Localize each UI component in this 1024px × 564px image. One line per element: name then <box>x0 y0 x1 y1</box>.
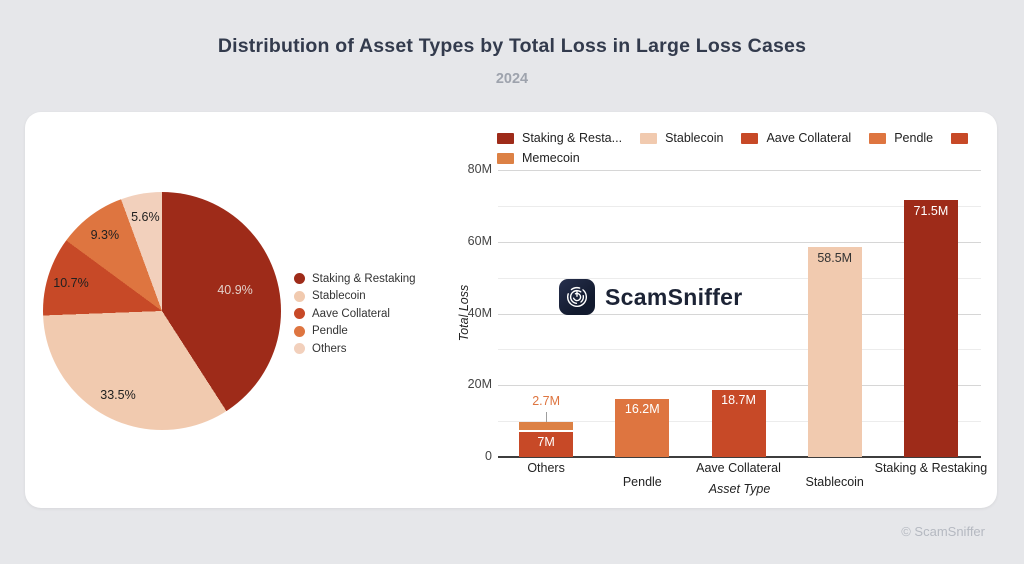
bar-legend-label: Staking & Resta... <box>522 131 623 145</box>
pie-legend-label: Others <box>312 342 347 355</box>
y-tick-label: 40M <box>467 305 492 320</box>
legend-color-swatch <box>497 132 514 144</box>
pie-legend-label: Pendle <box>312 325 348 338</box>
legend-color-swatch <box>741 132 759 144</box>
bar-legend-item: Pendle <box>869 131 933 145</box>
bar-legend-item: Stablecoin <box>640 131 723 145</box>
x-axis-title: Asset Type <box>708 482 771 496</box>
bar-legend-item: Staking & Resta... <box>497 131 622 145</box>
pie-slice-label: 40.9% <box>217 282 253 297</box>
pie-slice-label: 5.6% <box>131 210 160 225</box>
gridline <box>498 349 981 351</box>
page-title: Distribution of Asset Types by Total Los… <box>217 35 807 57</box>
legend-color-dot <box>294 273 305 285</box>
page-subtitle: 2024 <box>495 71 529 87</box>
bar-segment <box>903 200 958 457</box>
legend-color-swatch <box>951 132 969 144</box>
x-axis-line <box>498 456 981 458</box>
bar-segment <box>807 247 862 457</box>
x-tick-label: Stablecoin <box>805 475 864 489</box>
pie-chart <box>43 192 281 430</box>
gridline <box>498 277 981 279</box>
chart-card: Staking & Restaking Stablecoin Aave Collat… <box>25 112 997 508</box>
y-tick-label: 80M <box>467 162 492 176</box>
pie-slice-label: 9.3% <box>90 227 120 242</box>
bar-legend: Staking & Resta... Stablecoin Aave Collate… <box>497 131 997 165</box>
bar-legend-item: Aave Collateral <box>741 131 851 145</box>
pie-legend-item: Pendle <box>294 323 416 341</box>
pie-legend-label: Aave Collateral <box>312 307 390 320</box>
legend-color-dot <box>294 290 305 302</box>
gridline <box>498 241 981 243</box>
scamsniffer-radar-icon <box>559 279 595 315</box>
pie-legend-label: Stablecoin <box>312 290 366 303</box>
pie-legend-item: Others <box>294 340 416 358</box>
bar-value-label: 71.5M <box>913 203 949 218</box>
bar-segment <box>711 389 766 457</box>
pie-legend: Staking & Restaking Stablecoin Aave Collat… <box>294 270 416 358</box>
watermark: © ScamSniffer <box>901 524 985 539</box>
bar-value-label: 58.5M <box>817 250 853 265</box>
y-axis-title: Total Loss <box>457 284 471 342</box>
bar-legend-label: Aave Collateral <box>766 131 852 145</box>
gridline <box>498 205 981 207</box>
legend-color-swatch <box>497 152 514 164</box>
gridline <box>498 313 981 315</box>
bar-legend-label: Stablecoin <box>665 131 724 145</box>
pie-slice-label: 10.7% <box>53 276 89 290</box>
x-tick-label: Staking & Restaking <box>874 461 988 475</box>
bar-segment <box>615 398 670 457</box>
pie-legend-item: Staking & Restaking <box>294 270 416 288</box>
pie-legend-item: Aave Collateral <box>294 305 416 323</box>
legend-color-dot <box>294 343 305 355</box>
pie-slice-label: 33.5% <box>100 388 136 403</box>
bar-legend-item: Memecoin <box>497 151 580 165</box>
gridline <box>498 385 981 387</box>
label-leader-line <box>545 412 547 423</box>
bar-value-label: 7M <box>537 435 555 450</box>
x-tick-label: Others <box>527 461 565 475</box>
legend-color-swatch <box>869 132 887 144</box>
pie-legend-item: Stablecoin <box>294 288 416 306</box>
x-tick-label: Aave Collateral <box>696 461 781 475</box>
y-tick-label: 0 <box>485 449 492 463</box>
legend-color-dot <box>294 308 305 320</box>
bar-value-label: 16.2M <box>624 402 660 417</box>
bar-legend-label: Pendle <box>894 131 934 145</box>
legend-color-dot <box>294 325 305 337</box>
bar-legend-label: Memecoin <box>522 151 580 165</box>
y-tick-label: 60M <box>467 233 492 248</box>
legend-color-swatch <box>640 132 658 144</box>
x-tick-label: Pendle <box>622 475 662 489</box>
bar-segment <box>519 431 574 457</box>
gridline <box>498 170 981 171</box>
scamsniffer-logo-text: ScamSniffer <box>605 283 743 310</box>
scamsniffer-logo: ScamSniffer <box>559 279 743 315</box>
bar-value-label: 2.7M <box>532 394 560 409</box>
bar-segment <box>519 422 574 432</box>
bar-legend-item <box>951 131 976 145</box>
y-tick-label: 20M <box>467 377 492 392</box>
bar-value-label: 18.7M <box>721 393 756 408</box>
pie-legend-label: Staking & Restaking <box>312 272 416 285</box>
